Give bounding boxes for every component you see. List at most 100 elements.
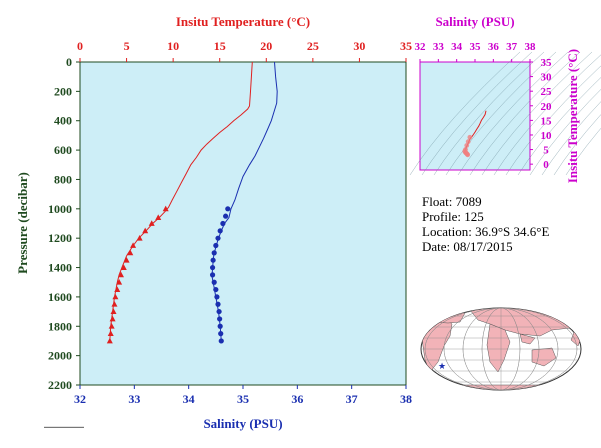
pressure-tick-label: 2200 xyxy=(48,378,72,392)
density-contour xyxy=(493,54,601,176)
density-contour xyxy=(421,51,533,176)
date-label: Date: xyxy=(422,239,451,254)
pressure-axis-label: Pressure (decibar) xyxy=(15,172,30,274)
temperature-tick-label: 25 xyxy=(307,39,319,53)
salinity-tick-label: 32 xyxy=(74,392,86,406)
pressure-tick-label: 0 xyxy=(66,55,72,69)
map-meridian xyxy=(481,308,521,390)
profile-label: Profile: xyxy=(422,209,461,224)
density-contour xyxy=(529,88,601,176)
temperature-point xyxy=(120,264,127,270)
temperature-tick-label: 5 xyxy=(124,39,130,53)
location-value: 36.9°S 34.6°E xyxy=(475,224,550,239)
salinity-profile xyxy=(209,61,278,344)
pressure-tick-label: 1200 xyxy=(48,231,72,245)
ts-salinity-tick-label: 38 xyxy=(525,41,537,53)
temperature-point xyxy=(108,323,115,329)
map-meridian xyxy=(462,308,540,390)
ts-temperature-label: Insitu Temperature (°C) xyxy=(565,49,580,183)
main-plot-background xyxy=(79,61,407,386)
pressure-tick-label: 1400 xyxy=(48,261,72,275)
salinity-point xyxy=(209,264,216,271)
density-contour xyxy=(553,114,601,176)
salinity-point xyxy=(217,228,223,234)
float-label: Float: xyxy=(422,194,453,209)
temperature-point xyxy=(114,286,121,292)
ts-point xyxy=(465,139,471,145)
ts-temperature-tick-label: 30 xyxy=(541,72,553,84)
location-row: Location: 36.9°S 34.6°E xyxy=(422,224,549,239)
location-label: Location: xyxy=(422,224,472,239)
density-contour xyxy=(445,51,557,176)
temperature-point xyxy=(127,249,134,256)
density-contour xyxy=(565,127,601,176)
temperature-profile xyxy=(106,61,253,344)
density-contour xyxy=(469,51,581,176)
salinity-point xyxy=(209,272,216,278)
main-chart: 0200400600800100012001400160018002000220… xyxy=(15,14,412,431)
temperature-point xyxy=(110,308,117,314)
ts-point xyxy=(464,143,470,148)
density-contour xyxy=(409,51,521,176)
salinity-point xyxy=(215,235,221,241)
float-info-panel: Float: 7089 Profile: 125 Location: 36.9°… xyxy=(422,194,549,254)
salinity-axis-label: Salinity (PSU) xyxy=(203,416,282,431)
salinity-point xyxy=(218,338,224,344)
temperature-point xyxy=(142,227,149,234)
ts-point xyxy=(465,152,471,158)
salinity-tick-label: 36 xyxy=(291,392,303,406)
temperature-point xyxy=(112,293,119,300)
salinity-point xyxy=(225,206,231,212)
ts-temperature-tick-label: 15 xyxy=(541,115,553,127)
ts-temperature-tick-label: 0 xyxy=(543,159,549,171)
pressure-tick-label: 1600 xyxy=(48,290,72,304)
pressure-tick-label: 1800 xyxy=(48,319,72,333)
temperature-point xyxy=(155,214,162,221)
date-value: 08/17/2015 xyxy=(453,239,513,254)
ts-temperature-tick-label: 35 xyxy=(541,57,553,69)
date-row: Date: 08/17/2015 xyxy=(422,239,549,254)
salinity-tick-label: 35 xyxy=(237,392,249,406)
salinity-point xyxy=(211,250,217,256)
salinity-point xyxy=(213,286,219,293)
temperature-axis-label: Insitu Temperature (°C) xyxy=(176,14,310,29)
ts-temperature-tick-label: 25 xyxy=(541,86,553,98)
density-contour xyxy=(481,51,593,176)
map-meridian xyxy=(443,308,559,390)
salinity-point xyxy=(220,220,226,227)
temperature-point xyxy=(106,337,113,344)
temperature-tick-label: 35 xyxy=(400,39,412,53)
footer-credit-mark: ▬▬▬▬▬▬▬▬▬▬ xyxy=(44,424,84,429)
salinity-point xyxy=(216,308,222,315)
temperature-point xyxy=(123,257,130,263)
density-contour xyxy=(517,77,601,176)
salinity-point xyxy=(217,316,223,322)
salinity-point xyxy=(211,279,217,285)
density-contours xyxy=(409,51,601,176)
temperature-point xyxy=(109,315,116,322)
salinity-point xyxy=(210,257,216,263)
float-location-marker: ★ xyxy=(438,361,446,371)
temperature-tick-label: 0 xyxy=(77,39,83,53)
density-contour xyxy=(457,51,569,176)
temperature-point xyxy=(117,271,124,278)
ts-temperature-tick-label: 10 xyxy=(541,130,553,142)
float-row: Float: 7089 xyxy=(422,194,549,209)
float-value: 7089 xyxy=(455,194,482,209)
ts-diagram: 32 33 34 35 36 37 38 0 5 10 15 20 25 30 35 Salinity (P… xyxy=(409,14,601,183)
salinity-point xyxy=(218,331,224,337)
profile-value: 125 xyxy=(464,209,484,224)
ts-salinity-label: Salinity (PSU) xyxy=(435,14,514,29)
ts-point xyxy=(467,134,473,140)
map-meridian xyxy=(424,308,578,390)
ts-salinity-tick-label: 35 xyxy=(470,41,482,53)
temperature-point xyxy=(116,279,123,285)
temperature-point xyxy=(130,242,137,248)
salinity-point xyxy=(223,213,229,219)
ts-axes: 32 33 34 35 36 37 38 0 5 10 15 20 25 30 35 xyxy=(415,41,553,171)
profile-row: Profile: 125 xyxy=(422,209,549,224)
temperature-tick-label: 10 xyxy=(167,39,179,53)
main-axes: 0200400600800100012001400160018002000220… xyxy=(48,39,412,406)
world-map: ★ xyxy=(420,307,582,391)
